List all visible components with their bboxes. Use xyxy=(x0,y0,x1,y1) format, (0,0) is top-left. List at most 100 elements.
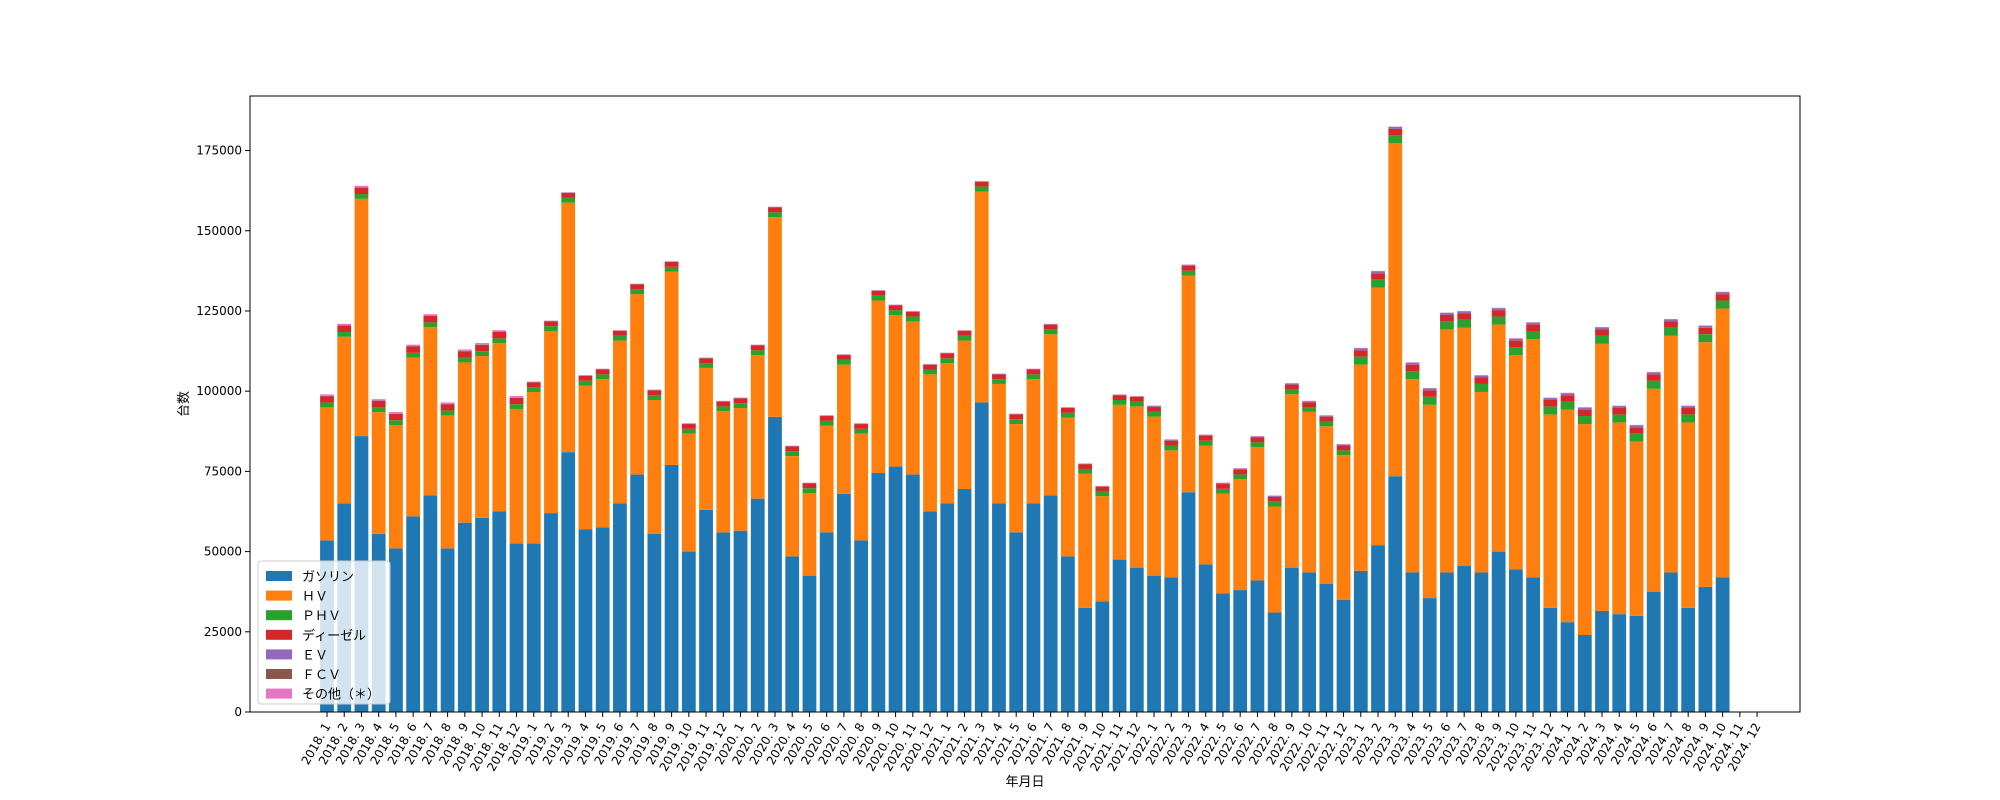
y-tick-label: 125000 xyxy=(196,304,242,318)
bar-segment-1 xyxy=(1681,422,1696,608)
bar-segment-3 xyxy=(1612,408,1627,415)
bar-segment-2 xyxy=(1371,279,1385,288)
bar-segment-1 xyxy=(457,362,472,523)
bar-segment-1 xyxy=(613,340,627,504)
bar-segment-2 xyxy=(923,369,937,375)
bar-segment-2 xyxy=(1595,335,1609,344)
bar-segment-4 xyxy=(1474,375,1489,378)
bar-segment-1 xyxy=(699,367,713,510)
bar-segment-0 xyxy=(1164,577,1179,712)
bar-segment-2 xyxy=(389,420,403,426)
bar-segment-2 xyxy=(733,403,748,409)
bar-segment-2 xyxy=(320,402,334,408)
bar-segment-1 xyxy=(1526,339,1540,578)
bar-segment-3 xyxy=(1405,364,1420,372)
bar-segment-2 xyxy=(595,374,610,380)
bar-segment-4 xyxy=(1371,271,1385,274)
legend-swatch xyxy=(266,590,292,601)
bar-segment-0 xyxy=(1595,610,1609,712)
bar-segment-2 xyxy=(1526,331,1540,340)
bar-segment-3 xyxy=(1508,340,1523,348)
bar-segment-0 xyxy=(595,527,610,712)
bar-segment-0 xyxy=(1198,564,1213,712)
x-axis-label: 年月日 xyxy=(1005,775,1044,790)
bar-segment-1 xyxy=(544,331,558,514)
bar-segment-2 xyxy=(1612,414,1627,423)
bar-segment-2 xyxy=(1508,347,1523,356)
bar-segment-3 xyxy=(750,345,765,351)
bar-segment-1 xyxy=(1284,394,1299,568)
bar-segment-3 xyxy=(457,351,472,358)
bar-segment-3 xyxy=(1646,374,1661,381)
bar-segment-4 xyxy=(1388,126,1403,129)
bar-segment-2 xyxy=(1198,440,1213,446)
bar-segment-4 xyxy=(1181,264,1196,266)
bar-segment-3 xyxy=(354,187,369,195)
bar-segment-0 xyxy=(837,493,851,712)
bar-segment-0 xyxy=(699,509,713,712)
bar-segment-0 xyxy=(1181,492,1196,712)
bar-segment-1 xyxy=(1267,506,1282,613)
bar-segment-2 xyxy=(544,326,558,332)
bar-segment-3 xyxy=(819,416,834,421)
bar-segment-3 xyxy=(1198,435,1213,441)
legend-swatch xyxy=(266,610,292,621)
bar-segment-4 xyxy=(1422,388,1437,391)
bar-segment-3 xyxy=(389,413,403,421)
bar-segment-1 xyxy=(526,391,541,544)
bar-segment-0 xyxy=(768,416,782,712)
bar-segment-2 xyxy=(802,488,817,494)
bar-segment-0 xyxy=(1112,559,1127,712)
bar-segment-3 xyxy=(1043,324,1058,330)
bar-segment-3 xyxy=(1060,408,1075,413)
y-axis: 0 25000 50000 75000 100000 125000 150000 175000 xyxy=(196,144,250,719)
bar-segment-2 xyxy=(1560,401,1575,410)
bar-segment-3 xyxy=(1009,414,1024,420)
bar-segment-1 xyxy=(389,425,403,549)
bar-segment-6 xyxy=(492,330,507,332)
bar-segment-1 xyxy=(733,408,748,531)
bar-segment-2 xyxy=(837,359,851,365)
bar-segment-0 xyxy=(389,548,403,712)
legend: ガソリン ＨＶ ＰＨＶ ディーゼル ＥＶ ＦＣＶ その他（＊） xyxy=(257,560,391,705)
bar-segment-0 xyxy=(1147,575,1161,712)
bar-segment-0 xyxy=(440,548,455,712)
bar-segment-0 xyxy=(1629,615,1644,712)
bar-segment-3 xyxy=(1353,350,1368,357)
y-tick-label: 175000 xyxy=(196,144,242,158)
legend-label: ＨＶ xyxy=(302,590,328,605)
bar-segment-3 xyxy=(613,331,627,336)
bar-segment-2 xyxy=(974,186,989,192)
bar-segment-6 xyxy=(320,394,334,396)
bar-segment-2 xyxy=(578,380,593,386)
bar-segment-2 xyxy=(561,197,576,203)
bar-segment-3 xyxy=(1095,486,1110,492)
bar-segment-1 xyxy=(1612,422,1627,615)
bar-segment-0 xyxy=(457,522,472,712)
bar-segment-2 xyxy=(699,363,713,368)
bar-segment-2 xyxy=(440,410,455,416)
bar-segment-0 xyxy=(1612,614,1627,712)
bar-segment-0 xyxy=(733,530,748,712)
bar-segment-0 xyxy=(1319,583,1334,712)
bar-segment-2 xyxy=(475,351,489,357)
bar-segment-0 xyxy=(785,556,800,712)
bar-segment-1 xyxy=(1371,287,1385,546)
bar-segment-2 xyxy=(1267,501,1282,507)
bar-segment-1 xyxy=(923,374,937,512)
bar-segment-3 xyxy=(1526,324,1540,332)
bar-segment-0 xyxy=(423,495,438,712)
bar-segment-3 xyxy=(630,284,645,290)
bar-segment-0 xyxy=(923,511,937,712)
bar-segment-1 xyxy=(1698,342,1713,587)
bar-segment-3 xyxy=(544,321,558,327)
bar-segment-2 xyxy=(1698,334,1713,343)
bar-segment-0 xyxy=(1009,532,1024,712)
bar-segment-2 xyxy=(750,350,765,356)
bar-segment-1 xyxy=(595,379,610,528)
bar-segment-0 xyxy=(750,498,765,712)
y-tick-label: 150000 xyxy=(196,224,242,238)
bar-segment-2 xyxy=(1577,416,1592,425)
bar-segment-0 xyxy=(1233,590,1248,712)
bar-segment-2 xyxy=(1388,135,1403,144)
